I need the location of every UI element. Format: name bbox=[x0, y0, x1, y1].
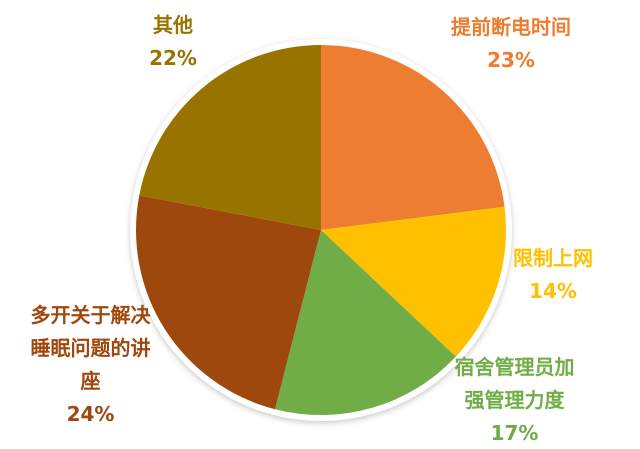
pie-label-percent: 24% bbox=[66, 402, 115, 426]
pie-label-limit-internet: 限制上网 14% bbox=[492, 242, 614, 308]
pie-label-percent: 17% bbox=[490, 421, 539, 445]
pie-label-text: 多开关于解决 bbox=[30, 303, 151, 327]
pie-slice-4 bbox=[139, 45, 321, 230]
pie-label-percent: 14% bbox=[529, 279, 577, 303]
pie-label-percent: 23% bbox=[487, 48, 535, 72]
pie-label-text: 提前断电时间 bbox=[451, 15, 571, 39]
pie-slices bbox=[136, 45, 506, 416]
pie-label-text: 睡眠问题的讲 bbox=[30, 336, 151, 360]
pie-slice-3 bbox=[136, 195, 321, 410]
pie-label-text: 座 bbox=[80, 369, 101, 393]
pie-label-text: 宿舍管理员加 bbox=[454, 355, 575, 379]
pie-slice-1 bbox=[321, 206, 506, 357]
pie-label-text: 其他 bbox=[153, 13, 193, 37]
pie-label-text: 强管理力度 bbox=[464, 388, 565, 412]
pie-label-sleep-lectures: 多开关于解决 睡眠问题的讲 座 24% bbox=[28, 299, 153, 431]
pie-label-other: 其他 22% bbox=[113, 9, 233, 75]
pie-label-power-cutoff: 提前断电时间 23% bbox=[431, 11, 591, 77]
pie-slice-2 bbox=[274, 230, 456, 416]
pie-label-text: 限制上网 bbox=[513, 246, 593, 270]
pie-slice-0 bbox=[321, 45, 505, 230]
pie-label-percent: 22% bbox=[149, 46, 197, 70]
pie-label-dorm-management: 宿舍管理员加 强管理力度 17% bbox=[452, 351, 577, 449]
